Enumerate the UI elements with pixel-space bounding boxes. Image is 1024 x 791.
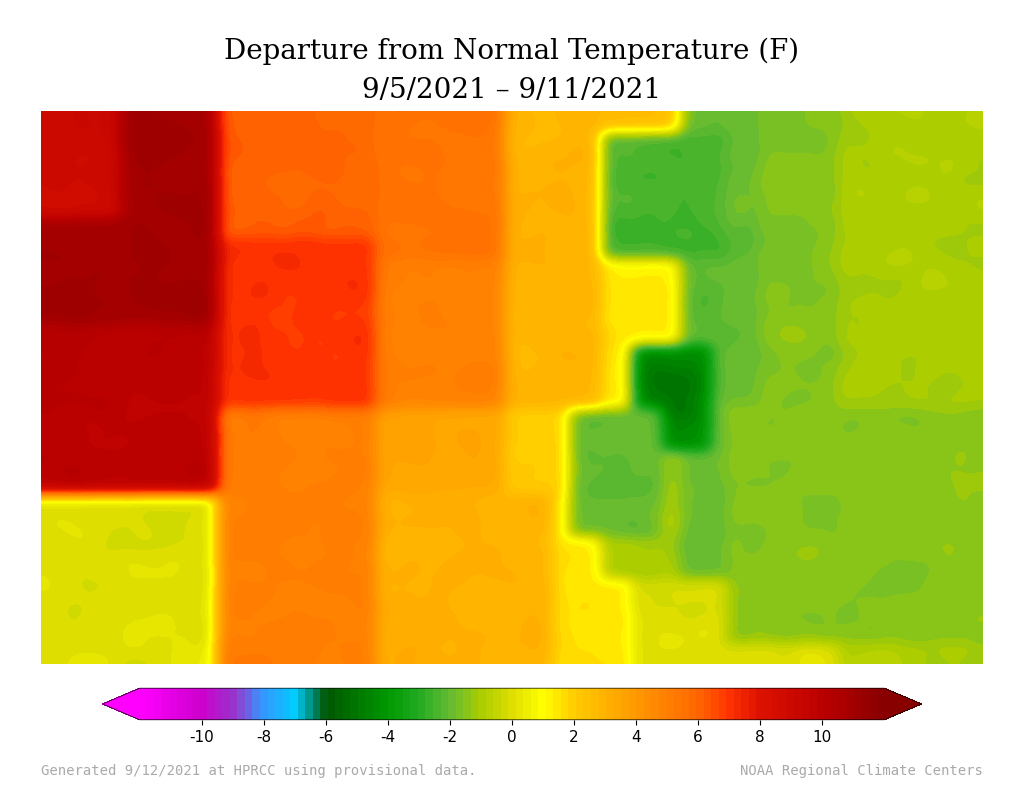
- Text: Departure from Normal Temperature (F): Departure from Normal Temperature (F): [224, 38, 800, 65]
- PathPatch shape: [885, 688, 922, 720]
- Text: NOAA Regional Climate Centers: NOAA Regional Climate Centers: [740, 764, 983, 778]
- Text: Generated 9/12/2021 at HPRCC using provisional data.: Generated 9/12/2021 at HPRCC using provi…: [41, 764, 476, 778]
- PathPatch shape: [102, 688, 139, 720]
- Text: 9/5/2021 – 9/11/2021: 9/5/2021 – 9/11/2021: [362, 78, 662, 104]
